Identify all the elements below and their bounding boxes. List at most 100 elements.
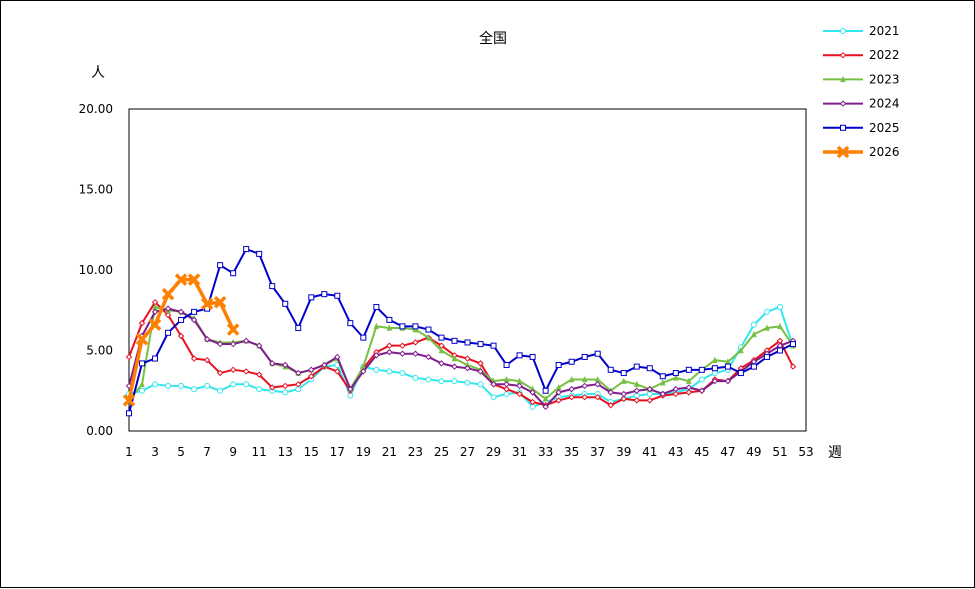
x-tick-label: 23 <box>408 445 423 459</box>
data-point <box>764 324 770 331</box>
data-point <box>763 353 770 360</box>
data-point <box>581 382 588 390</box>
data-point <box>529 353 536 360</box>
x-tick-label: 17 <box>330 445 345 459</box>
x-tick-label: 47 <box>720 445 735 459</box>
data-point <box>308 373 315 380</box>
x-tick-label: 43 <box>668 445 683 459</box>
x-tick-label: 27 <box>460 445 475 459</box>
data-point <box>425 326 432 333</box>
data-point <box>581 353 588 360</box>
x-tick-label: 33 <box>538 445 553 459</box>
data-point <box>373 366 380 373</box>
data-point <box>542 395 549 402</box>
data-point <box>555 361 562 368</box>
x-tick-label: 25 <box>434 445 449 459</box>
data-point <box>334 292 341 299</box>
data-point <box>542 387 549 394</box>
data-point <box>646 385 653 393</box>
x-axis-label: 週 <box>828 445 842 461</box>
legend-label: 2026 <box>869 145 900 159</box>
data-point <box>399 323 406 330</box>
legend-label: 2023 <box>869 72 900 86</box>
data-point <box>698 366 705 373</box>
data-point <box>255 342 263 349</box>
data-point <box>594 393 601 401</box>
x-tick-label: 15 <box>304 445 319 459</box>
data-point <box>438 346 445 354</box>
y-tick-label: 15.00 <box>79 183 113 197</box>
data-point <box>242 368 250 375</box>
series-line <box>128 301 794 407</box>
data-point <box>464 339 471 346</box>
data-point <box>672 374 679 381</box>
data-point <box>529 389 536 396</box>
x-tick-label: 11 <box>252 445 267 459</box>
y-tick-label: 20.00 <box>79 102 113 116</box>
series-2022 <box>125 298 797 409</box>
data-point <box>126 410 132 417</box>
data-point <box>347 385 354 393</box>
data-point <box>776 347 783 354</box>
x-tick-label: 9 <box>229 445 237 459</box>
data-point <box>191 308 198 315</box>
data-point <box>203 356 211 364</box>
x-tick-label: 37 <box>590 445 605 459</box>
data-point <box>178 316 185 323</box>
data-point <box>360 368 367 375</box>
data-point <box>659 379 666 386</box>
x-tick-label: 39 <box>616 445 631 459</box>
x-tick-label: 31 <box>512 445 527 459</box>
data-point <box>516 382 523 390</box>
data-point <box>477 368 484 375</box>
data-point <box>412 350 419 357</box>
series-2025 <box>126 246 796 417</box>
data-point <box>256 250 263 257</box>
data-point <box>840 75 846 83</box>
data-point <box>138 319 146 327</box>
data-point <box>633 380 640 388</box>
data-point <box>698 387 706 394</box>
data-point <box>135 332 149 346</box>
data-point <box>139 380 145 388</box>
data-point <box>321 361 328 369</box>
data-point <box>204 382 211 389</box>
x-tick-label: 51 <box>772 445 787 459</box>
data-point <box>763 308 770 315</box>
data-point <box>685 377 692 384</box>
data-point <box>789 363 797 370</box>
data-point <box>503 381 510 388</box>
data-point <box>190 355 198 362</box>
data-point <box>711 365 718 372</box>
data-point <box>152 381 159 388</box>
legend-item-2021: 2021 <box>823 24 900 38</box>
data-point <box>217 387 224 394</box>
legend-item-2022: 2022 <box>823 48 900 62</box>
data-point <box>477 381 484 388</box>
y-axis-label: 人 <box>91 65 105 81</box>
x-tick-label: 19 <box>356 445 371 459</box>
x-tick-label: 53 <box>798 445 813 459</box>
data-point <box>568 393 575 401</box>
y-axis-ticks: 0.00 5.00 10.00 15.00 20.00 <box>79 102 113 438</box>
data-point <box>256 386 263 393</box>
data-point <box>177 308 185 316</box>
series-line <box>128 248 794 414</box>
data-point <box>203 336 211 343</box>
data-point <box>594 381 601 388</box>
data-point <box>177 332 185 340</box>
series-layer <box>122 246 797 417</box>
data-point <box>125 353 133 361</box>
x-tick-label: 13 <box>278 445 293 459</box>
data-point <box>568 385 575 393</box>
data-point <box>412 374 419 381</box>
data-point <box>685 389 693 396</box>
x-tick-label: 21 <box>382 445 397 459</box>
data-point <box>738 346 744 354</box>
y-tick-label: 0.00 <box>86 424 113 438</box>
data-point <box>555 389 562 396</box>
series-line <box>128 307 794 408</box>
data-point <box>503 361 510 368</box>
data-point <box>152 355 159 362</box>
data-point <box>122 394 136 407</box>
